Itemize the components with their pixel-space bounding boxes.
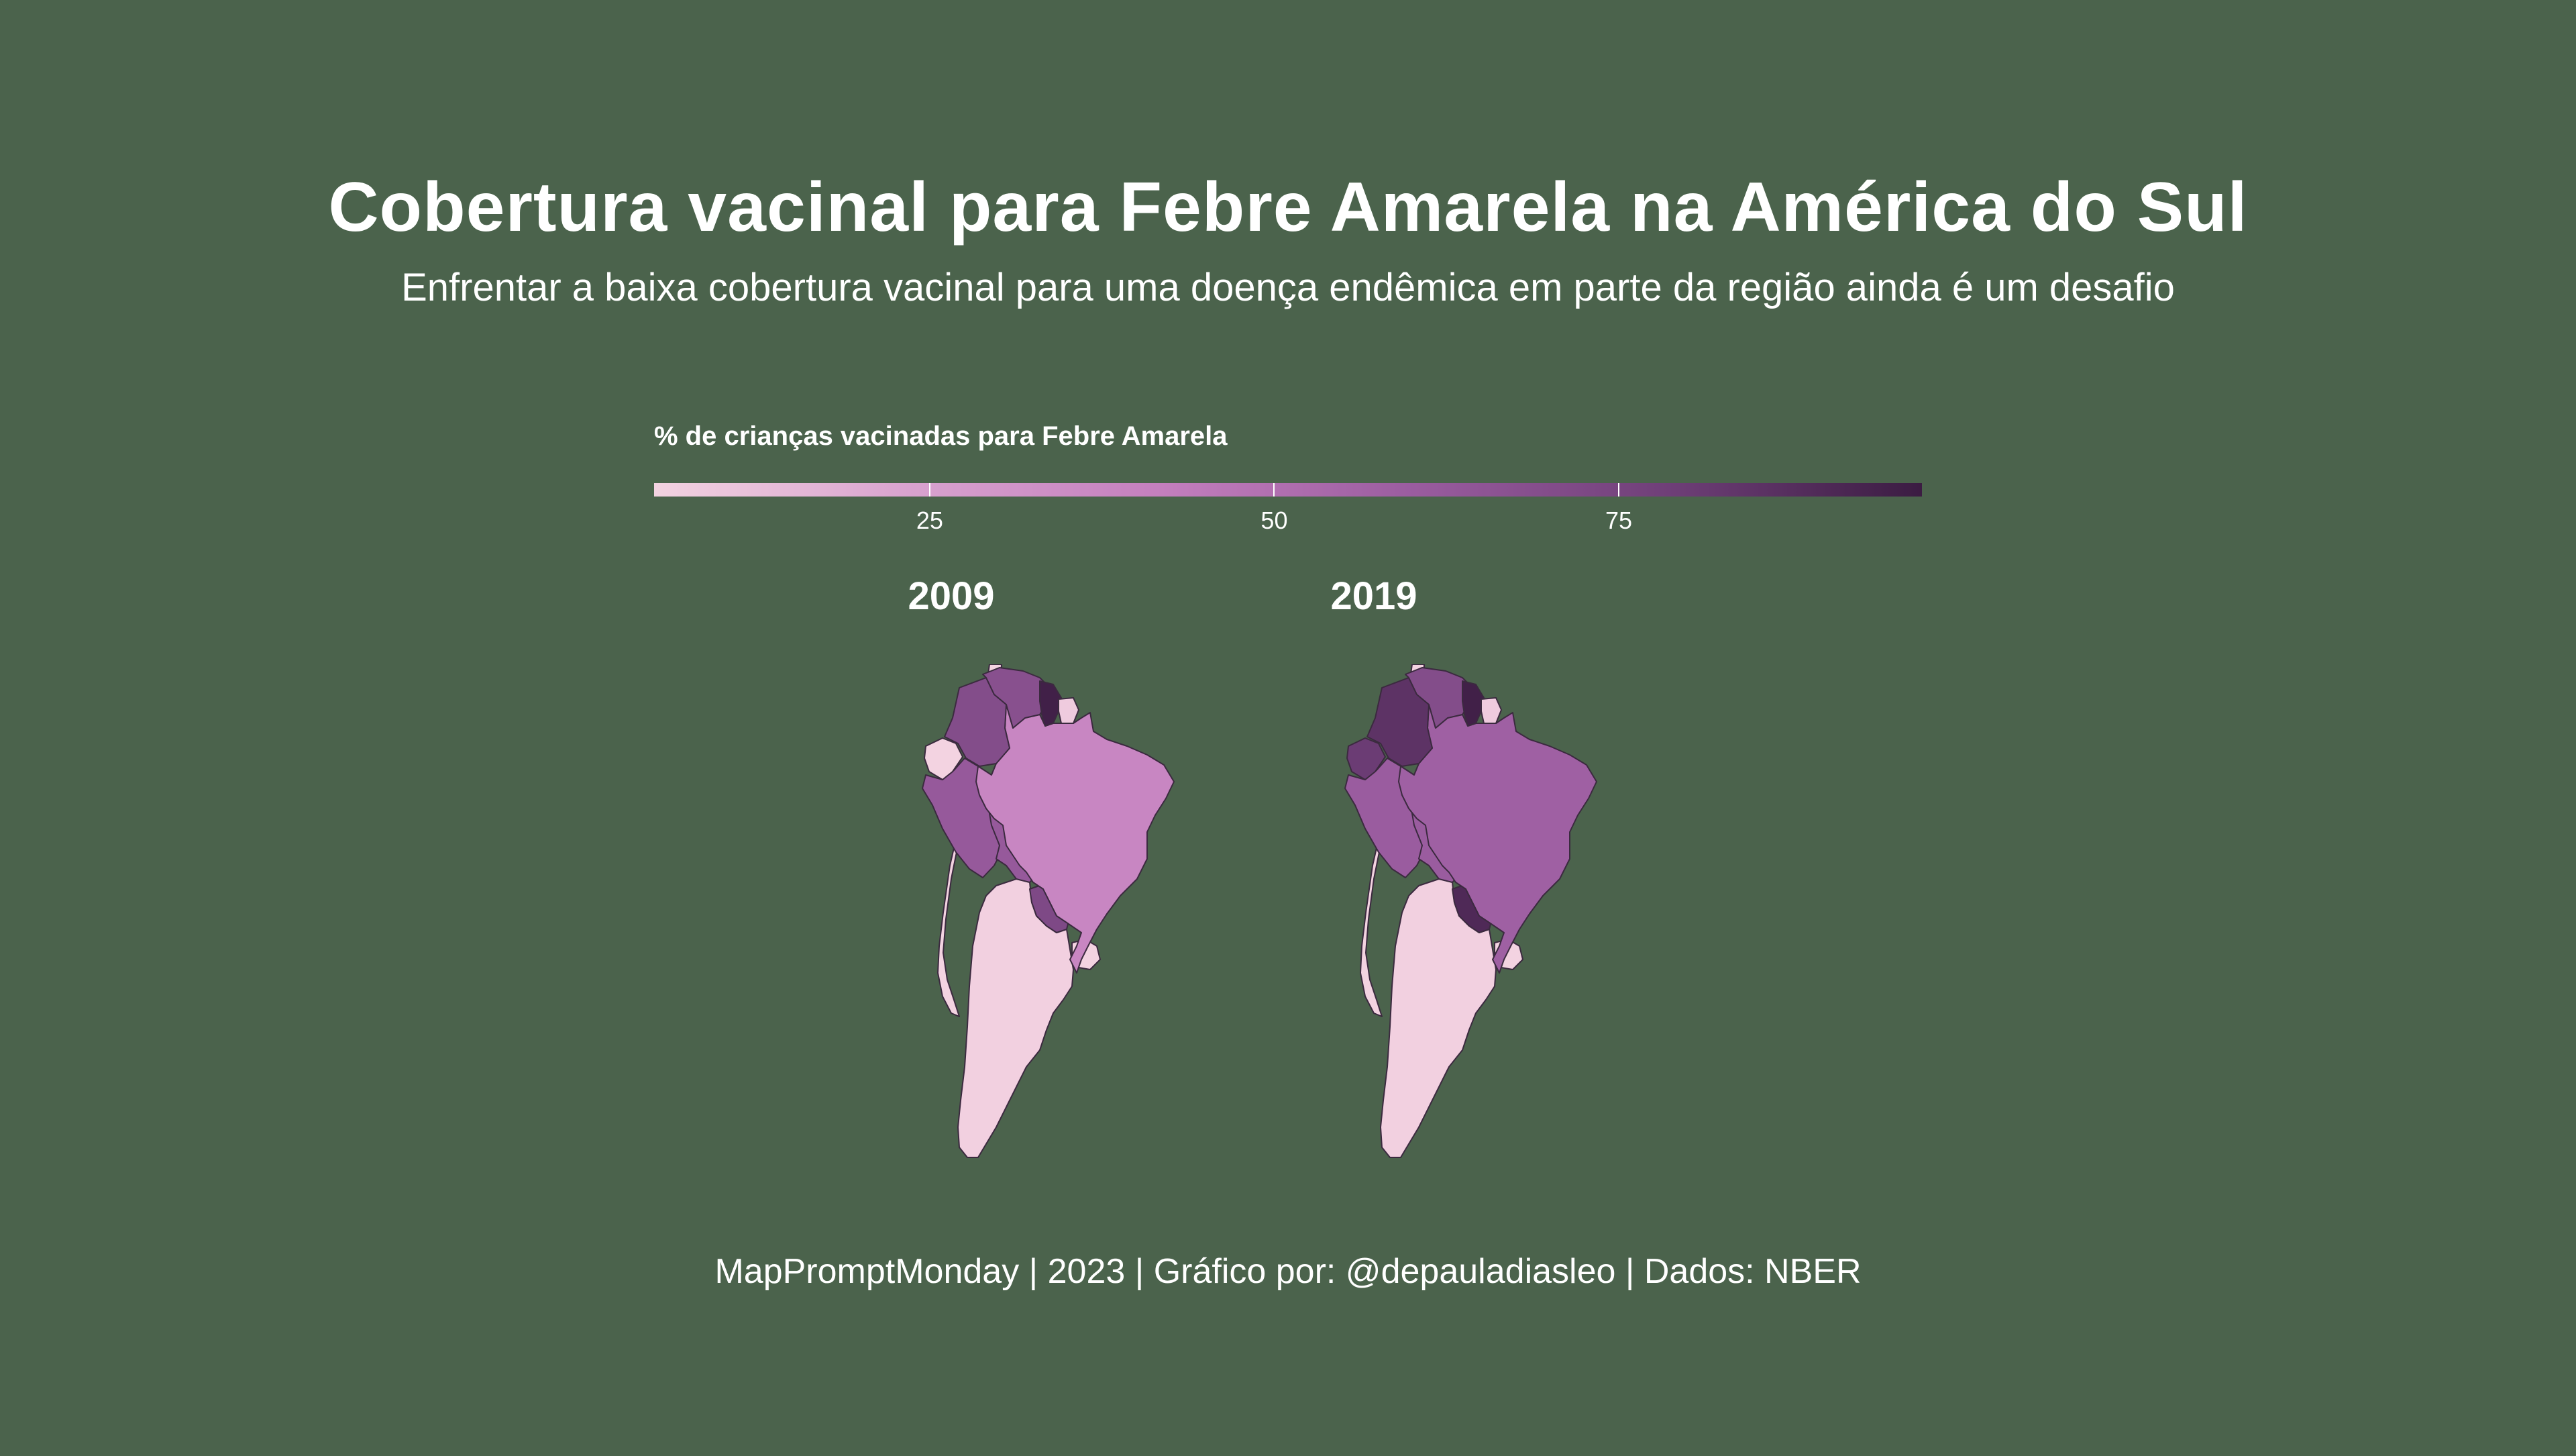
country-suriname xyxy=(1058,697,1079,724)
country-ecuador xyxy=(1346,737,1386,780)
country-guyana xyxy=(1039,680,1062,727)
legend-tick-label: 75 xyxy=(1605,507,1633,534)
map-2019-title: 2019 xyxy=(1330,574,1417,618)
country-brazil xyxy=(1398,704,1597,974)
country-brazil xyxy=(975,704,1175,974)
map-2009-title: 2009 xyxy=(908,574,995,618)
country-venezuela xyxy=(1405,667,1473,729)
country-venezuela xyxy=(982,667,1051,729)
legend-colorbar xyxy=(654,483,1922,497)
country-guyana xyxy=(1462,680,1485,727)
legend-tick-label: 50 xyxy=(1260,507,1288,534)
country-ecuador xyxy=(924,737,963,780)
page-title: Cobertura vacinal para Febre Amarela na … xyxy=(328,168,2248,246)
legend-tick-label: 25 xyxy=(916,507,943,534)
legend-tick xyxy=(928,483,930,497)
legend-tick xyxy=(1273,483,1275,497)
country-suriname xyxy=(1481,697,1502,724)
legend-title: % de crianças vacinadas para Febre Amare… xyxy=(654,421,1228,451)
legend-tick xyxy=(1618,483,1620,497)
page-subtitle: Enfrentar a baixa cobertura vacinal para… xyxy=(401,266,2175,309)
map-2019 xyxy=(1344,664,1597,1158)
map-2009 xyxy=(922,664,1175,1158)
footer-caption: MapPromptMonday | 2023 | Gráfico por: @d… xyxy=(714,1252,1862,1291)
